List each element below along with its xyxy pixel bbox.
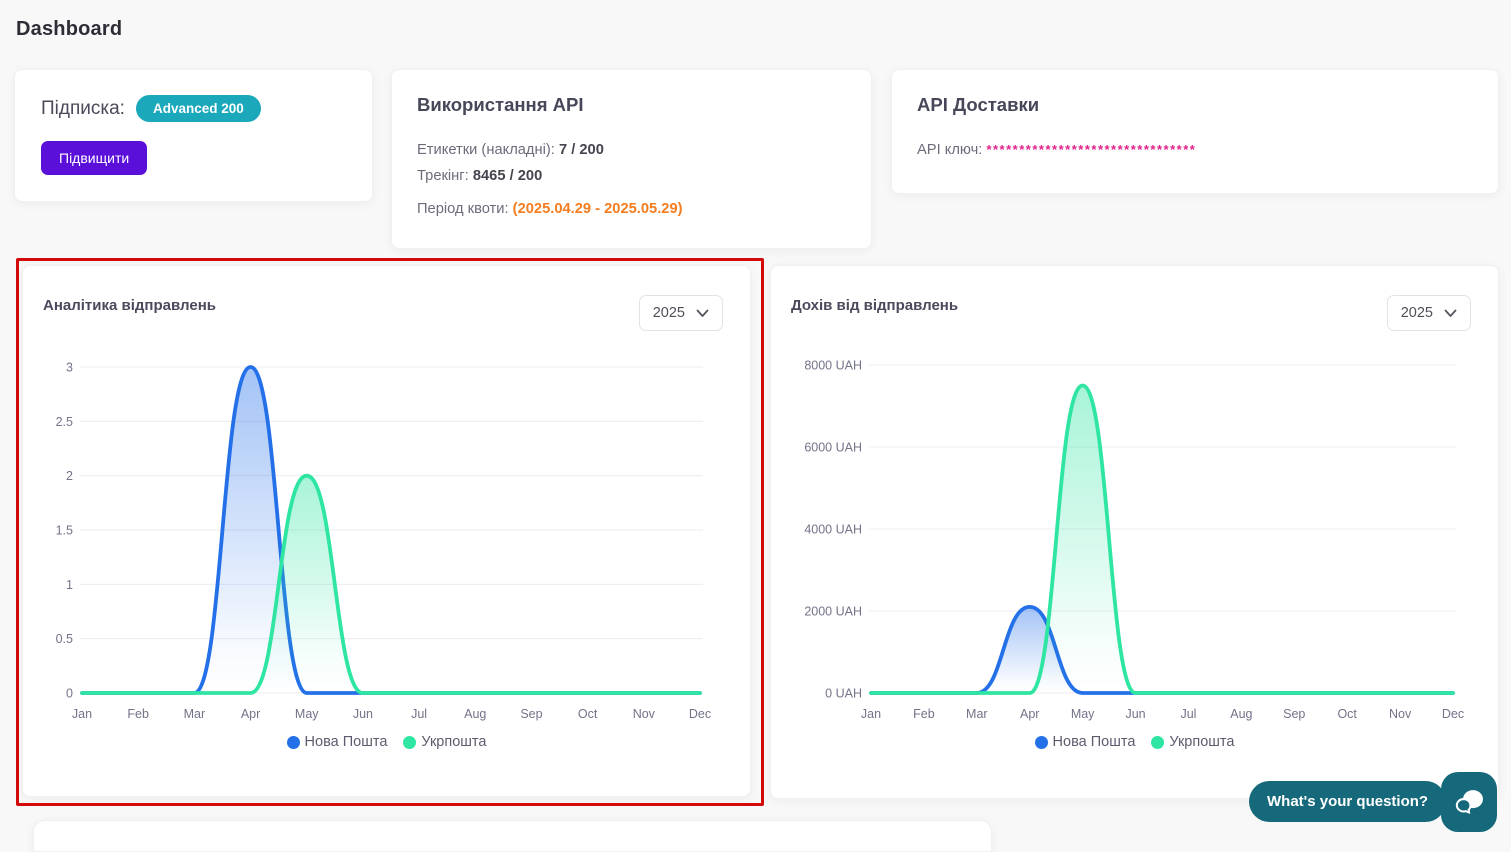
year-select-value: 2025 xyxy=(1400,305,1433,321)
api-usage-title: Використання API xyxy=(417,94,584,115)
y-axis-tick-label: 0 xyxy=(66,687,73,701)
quota-period-label: Період квоти: xyxy=(417,201,509,217)
legend-label: Укрпошта xyxy=(1169,734,1235,750)
api-delivery-card: API Доставки API ключ: *****************… xyxy=(891,69,1499,194)
year-select[interactable]: 2025 xyxy=(638,295,723,331)
revenue-area-chart: 8000 UAH 6000 UAH 4000 UAH 2000 UAH 0 UAH Jan… xyxy=(804,359,1464,722)
next-row-card-partial xyxy=(33,820,992,852)
page-title: Dashboard xyxy=(16,18,123,40)
x-axis-tick-label: Dec xyxy=(689,707,711,721)
api-usage-card: Використання API Етикетки (накладні): 7 … xyxy=(391,69,872,249)
api-delivery-title: API Доставки xyxy=(917,94,1040,115)
legend-label: Нова Пошта xyxy=(304,734,388,750)
y-axis-tick-label: 1.5 xyxy=(56,524,73,538)
chart-legend: Нова Пошта Укрпошта xyxy=(771,734,1498,750)
revenue-chart-title: Дохів від відправлень xyxy=(791,297,959,314)
revenue-card: Дохів від відправлень 2025 8000 UAH 6000 … xyxy=(770,265,1499,799)
x-axis-tick-label: May xyxy=(1071,707,1095,721)
x-axis-tick-label: Jul xyxy=(1180,707,1196,721)
series-line xyxy=(869,383,1455,695)
x-axis-tick-label: Mar xyxy=(184,707,206,721)
y-axis-tick-label: 2.5 xyxy=(56,415,73,429)
legend-label: Укрпошта xyxy=(421,734,487,750)
y-axis-tick-label: 6000 UAH xyxy=(804,441,862,455)
series-area xyxy=(871,606,1453,693)
series-area xyxy=(871,385,1453,693)
chevron-down-icon xyxy=(696,309,709,317)
tracking-quota-label: Трекінг: xyxy=(417,168,469,184)
x-axis-tick-label: Jun xyxy=(1125,707,1145,721)
quota-period-value: (2025.04.29 - 2025.05.29) xyxy=(512,201,683,217)
legend-dot xyxy=(1034,735,1048,749)
x-axis-tick-label: Jun xyxy=(353,707,373,721)
series-line xyxy=(80,473,702,695)
x-axis-tick-label: Aug xyxy=(464,707,486,721)
x-axis-tick-label: Feb xyxy=(127,707,149,721)
legend-dot xyxy=(403,735,417,749)
labels-quota-label: Етикетки (накладні): xyxy=(417,142,555,158)
chart-legend: Нова Пошта Укрпошта xyxy=(23,734,750,750)
tracking-quota-value: 8465 / 200 xyxy=(472,168,543,184)
x-axis-tick-label: Jan xyxy=(861,707,881,721)
quota-period-line: Період квоти: (2025.04.29 - 2025.05.29) xyxy=(417,201,683,217)
legend-label: Нова Пошта xyxy=(1052,734,1136,750)
y-axis-tick-label: 0.5 xyxy=(56,632,73,646)
y-axis-tick-label: 1 xyxy=(66,578,73,592)
tracking-quota-line: Трекінг: 8465 / 200 xyxy=(417,168,542,184)
legend-dot xyxy=(286,735,300,749)
legend-item[interactable]: Нова Пошта xyxy=(1034,734,1136,750)
year-select-value: 2025 xyxy=(652,305,685,321)
x-axis-tick-label: Sep xyxy=(520,707,542,721)
y-axis-tick-label: 8000 UAH xyxy=(804,359,862,373)
legend-dot xyxy=(1151,735,1165,749)
x-axis-tick-label: Apr xyxy=(1020,707,1039,721)
x-axis-tick-label: Feb xyxy=(913,707,935,721)
y-axis-tick-label: 2000 UAH xyxy=(804,605,862,619)
x-axis-tick-label: Oct xyxy=(578,707,598,721)
chat-tooltip[interactable]: What's your question? xyxy=(1249,781,1455,822)
legend-item[interactable]: Укрпошта xyxy=(1151,734,1234,750)
x-axis-tick-label: Jul xyxy=(411,707,427,721)
series-line xyxy=(869,605,1455,695)
chevron-down-icon xyxy=(1444,309,1457,317)
x-axis-tick-label: Sep xyxy=(1283,707,1305,721)
chat-bubbles-icon xyxy=(1455,790,1483,815)
x-axis-tick-label: Dec xyxy=(1442,707,1464,721)
labels-quota-value: 7 / 200 xyxy=(558,142,604,158)
series-area xyxy=(82,367,700,693)
year-select[interactable]: 2025 xyxy=(1386,295,1471,331)
api-key-label: API ключ: xyxy=(917,142,983,158)
legend-item[interactable]: Укрпошта xyxy=(403,734,486,750)
y-axis-tick-label: 3 xyxy=(66,361,73,375)
x-axis-tick-label: Nov xyxy=(633,707,656,721)
x-axis-tick-label: Nov xyxy=(1389,707,1412,721)
x-axis-tick-label: Mar xyxy=(966,707,988,721)
x-axis-tick-label: May xyxy=(295,707,319,721)
labels-quota-line: Етикетки (накладні): 7 / 200 xyxy=(417,142,604,158)
y-axis-tick-label: 4000 UAH xyxy=(804,523,862,537)
subscription-card: Підписка: Advanced 200 Підвищити xyxy=(14,69,373,202)
chat-launcher-button[interactable] xyxy=(1441,772,1497,832)
x-axis-tick-label: Apr xyxy=(241,707,260,721)
api-key-line: API ключ: ******************************… xyxy=(917,142,1196,158)
x-axis-tick-label: Jan xyxy=(72,707,92,721)
y-axis-tick-label: 0 UAH xyxy=(825,687,862,701)
shipments-area-chart: 3 2.5 2 1.5 1 0.5 0 Jan Feb Mar Apr May Jun Jul Aug Sep… xyxy=(56,361,712,722)
plan-badge: Advanced 200 xyxy=(135,95,261,122)
subscription-label: Підписка: xyxy=(41,97,125,119)
upgrade-button[interactable]: Підвищити xyxy=(41,141,148,175)
x-axis-tick-label: Aug xyxy=(1230,707,1252,721)
x-axis-tick-label: Oct xyxy=(1337,707,1357,721)
legend-item[interactable]: Нова Пошта xyxy=(286,734,388,750)
shipments-chart-title: Аналітика відправлень xyxy=(43,297,216,314)
shipments-analytics-card: Аналітика відправлень 2025 3 2.5 2 1.5 1 0.5 0… xyxy=(22,265,751,797)
api-key-masked-value: ******************************** xyxy=(986,142,1197,157)
y-axis-tick-label: 2 xyxy=(66,469,73,483)
